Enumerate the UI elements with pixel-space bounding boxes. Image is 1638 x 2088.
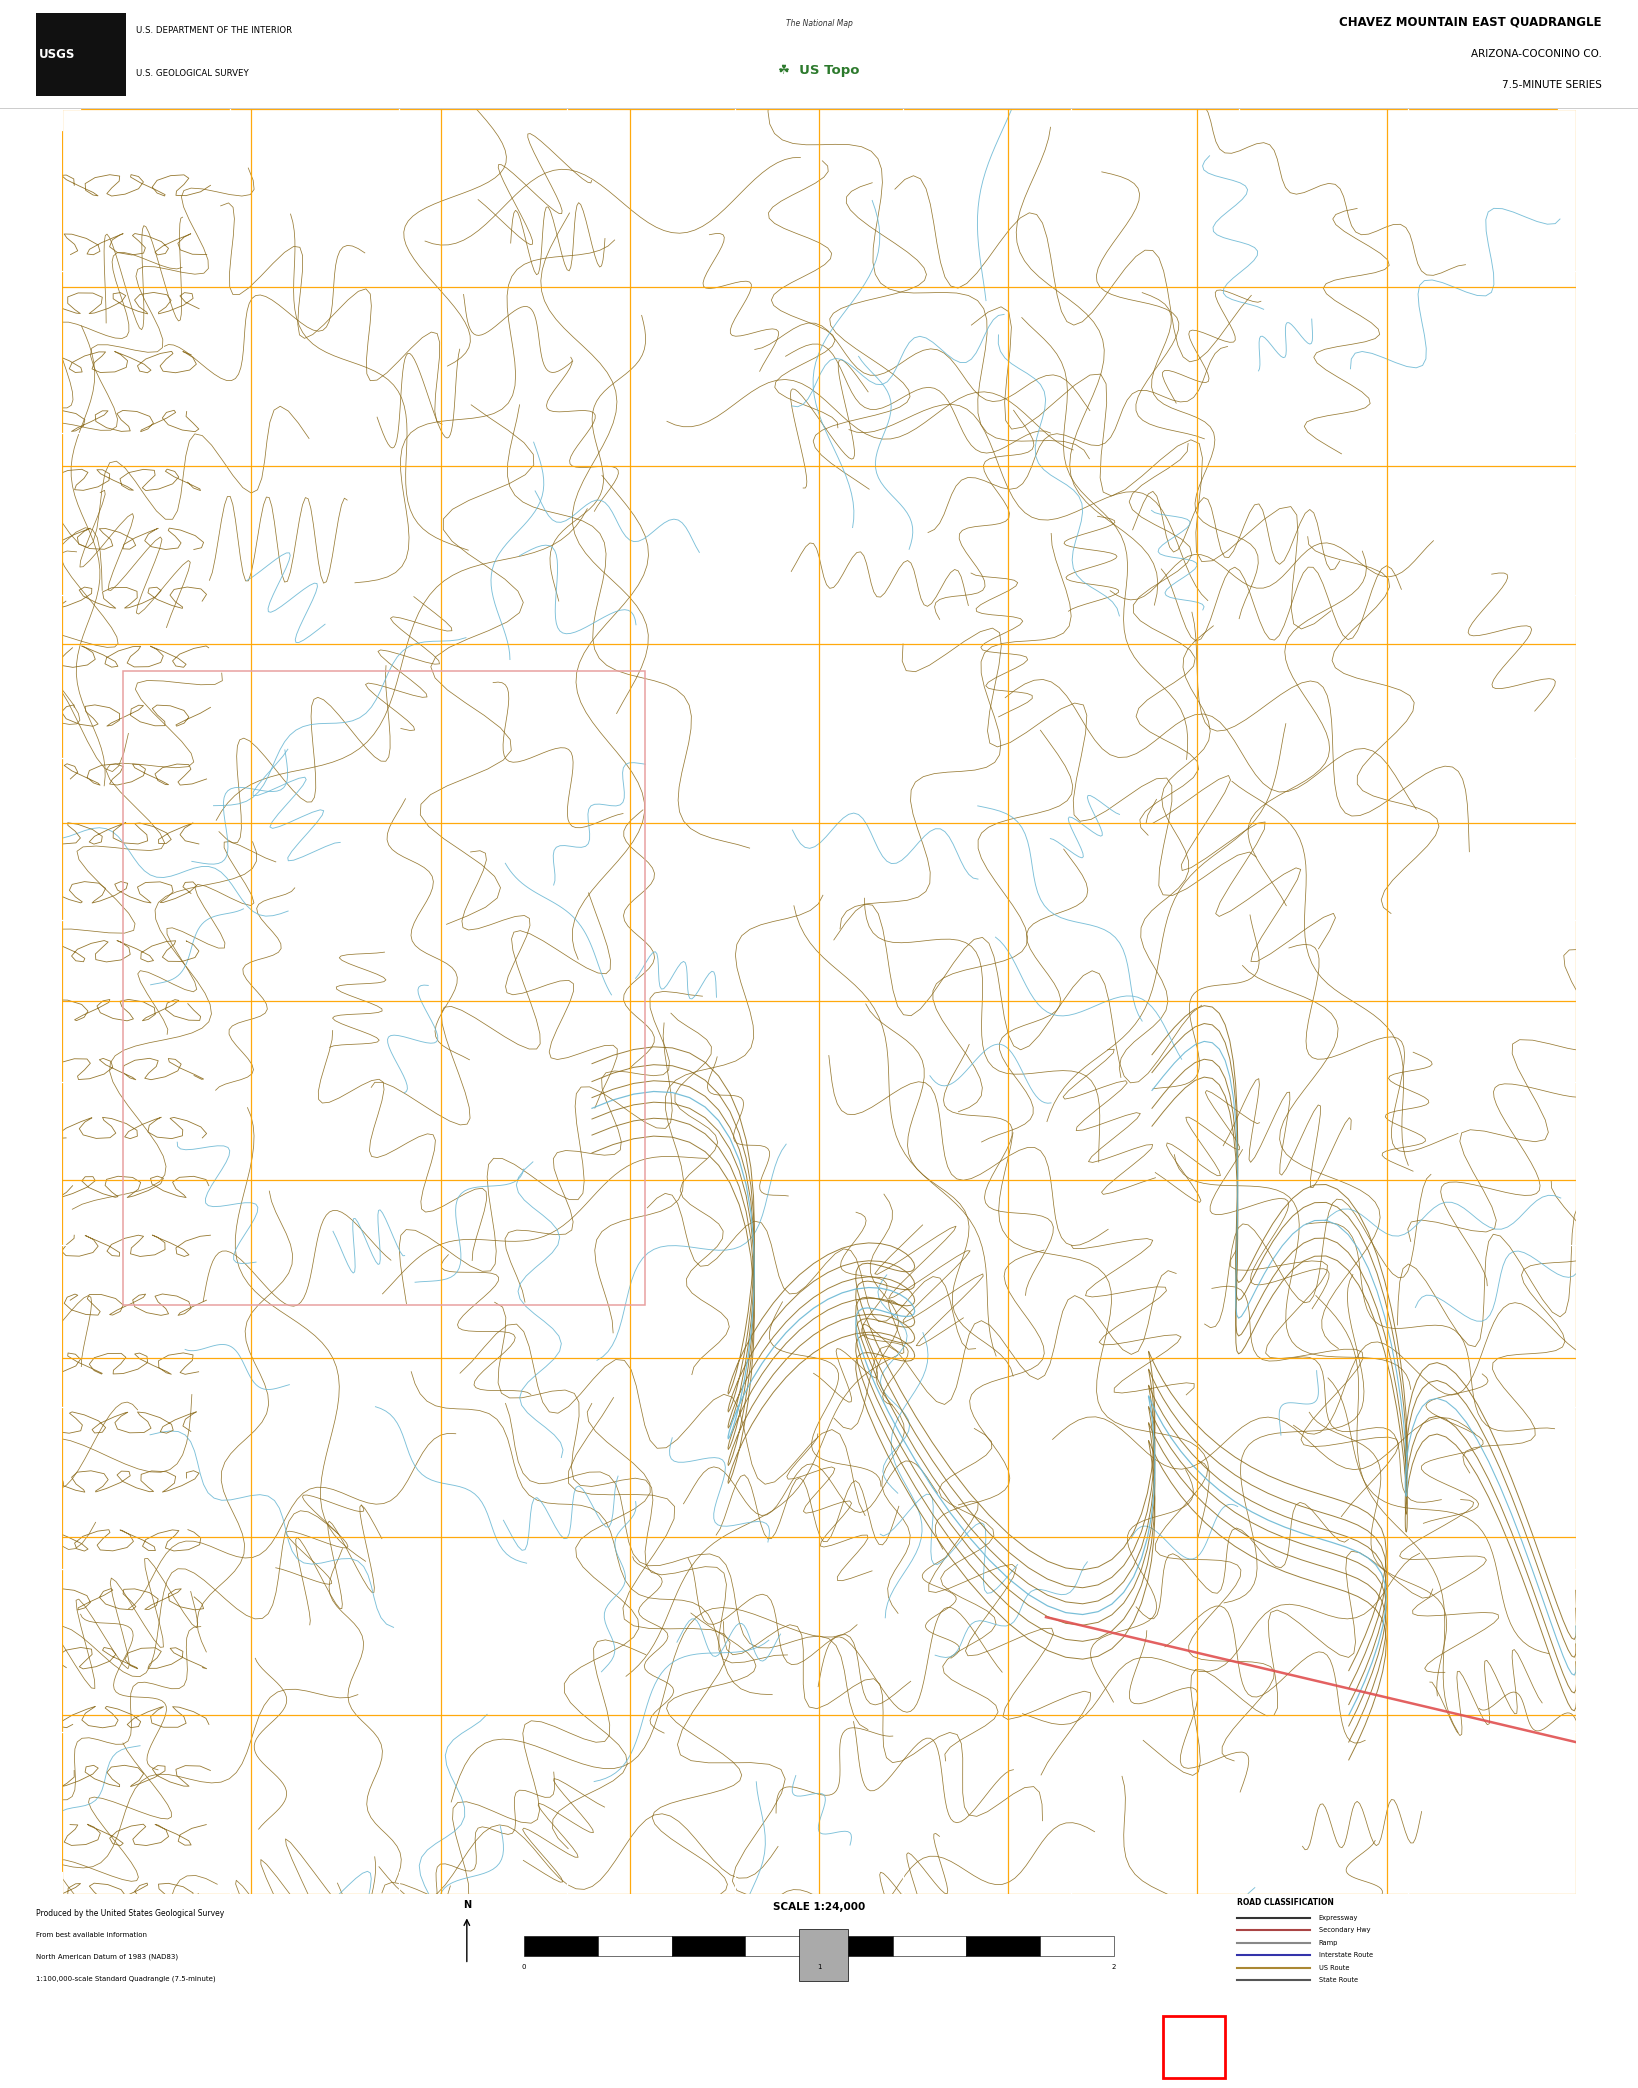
Text: ☘  US Topo: ☘ US Topo (778, 65, 860, 77)
Text: ARIZONA-COCONINO CO.: ARIZONA-COCONINO CO. (1471, 50, 1602, 58)
Text: 7.5-MINUTE SERIES: 7.5-MINUTE SERIES (1502, 79, 1602, 90)
Text: 2: 2 (1112, 1965, 1115, 1971)
Bar (893, 1936, 966, 1956)
Text: SCALE 1:24,000: SCALE 1:24,000 (773, 1902, 865, 1913)
Bar (598, 1936, 672, 1956)
Text: State Route: State Route (1319, 1977, 1358, 1984)
Text: Expressway: Expressway (1319, 1915, 1358, 1921)
Text: 0: 0 (523, 1965, 526, 1971)
Bar (745, 1936, 819, 1956)
Text: The National Map: The National Map (786, 19, 852, 29)
Bar (1163, 2017, 1225, 2078)
Text: US Route: US Route (1319, 1965, 1350, 1971)
Bar (819, 1936, 893, 1956)
Text: Ramp: Ramp (1319, 1940, 1338, 1946)
Text: CHAVEZ MOUNTAIN EAST QUADRANGLE: CHAVEZ MOUNTAIN EAST QUADRANGLE (1340, 15, 1602, 29)
Bar (799, 1929, 848, 1982)
Text: ROAD CLASSIFICATION: ROAD CLASSIFICATION (1237, 1898, 1333, 1906)
Text: U.S. GEOLOGICAL SURVEY: U.S. GEOLOGICAL SURVEY (136, 69, 249, 79)
Text: North American Datum of 1983 (NAD83): North American Datum of 1983 (NAD83) (36, 1954, 179, 1961)
Text: U.S. DEPARTMENT OF THE INTERIOR: U.S. DEPARTMENT OF THE INTERIOR (136, 25, 292, 35)
Text: Secondary Hwy: Secondary Hwy (1319, 1927, 1369, 1933)
Text: Produced by the United States Geological Survey: Produced by the United States Geological… (36, 1908, 224, 1919)
Text: From best available information: From best available information (36, 1931, 147, 1938)
Text: USGS: USGS (39, 48, 75, 61)
Bar (36, 13, 126, 96)
Bar (966, 1936, 1040, 1956)
Bar (1040, 1936, 1114, 1956)
Text: Interstate Route: Interstate Route (1319, 1952, 1373, 1959)
Bar (524, 1936, 598, 1956)
Text: N: N (464, 1900, 470, 1911)
Text: 1:100,000-scale Standard Quadrangle (7.5-minute): 1:100,000-scale Standard Quadrangle (7.5… (36, 1975, 216, 1982)
Bar (672, 1936, 745, 1956)
Bar (123, 670, 645, 1305)
Text: 1: 1 (817, 1965, 821, 1971)
